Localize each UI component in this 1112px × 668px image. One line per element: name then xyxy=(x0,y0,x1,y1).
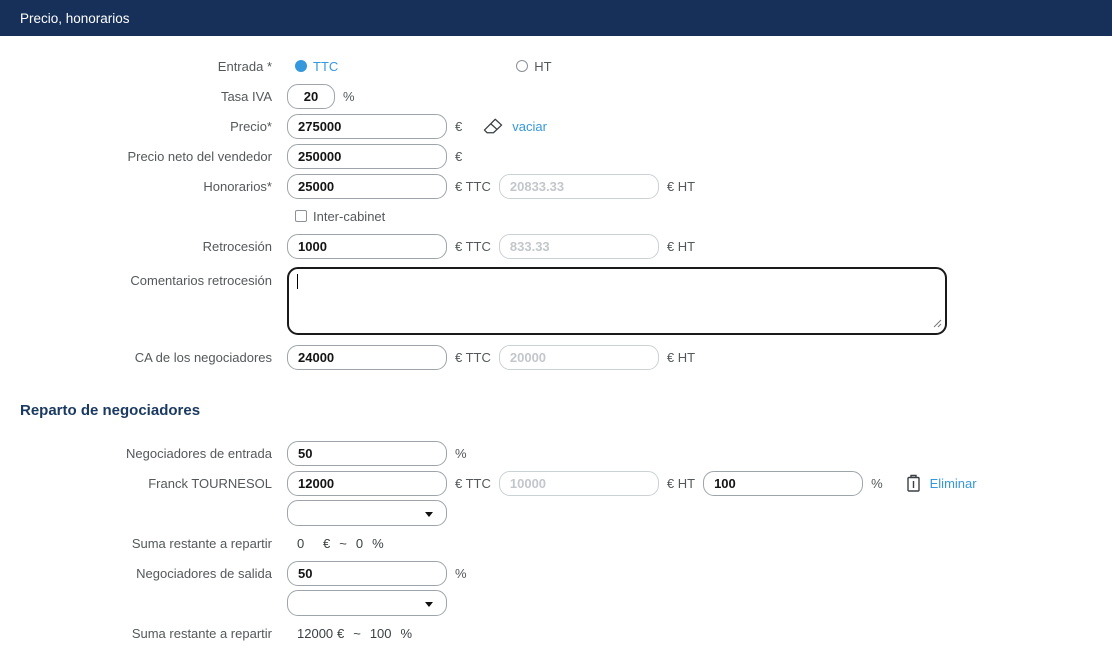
negociadores-salida-input[interactable] xyxy=(287,560,447,586)
suma-salida-values: 12000 € ~ 100 % xyxy=(297,626,412,641)
ht-radio[interactable] xyxy=(516,60,529,72)
inter-cabinet-row: Inter-cabinet xyxy=(0,201,1112,231)
negociador-row: Franck TOURNESOL € TTC € HT % Eliminar xyxy=(0,468,1112,498)
suma-salida-amount: 12000 xyxy=(297,625,334,641)
reparto-section: Negociadores de entrada % Franck TOURNES… xyxy=(0,438,1112,648)
negociadores-entrada-label: Negociadores de entrada xyxy=(126,445,272,461)
ca-ttc-input[interactable] xyxy=(287,344,447,370)
tasa-iva-row: Tasa IVA % xyxy=(0,81,1112,111)
eraser-icon[interactable] xyxy=(482,117,504,135)
ttc-radio-label: TTC xyxy=(313,58,339,74)
chevron-down-icon xyxy=(425,512,433,517)
negociador-pct-input[interactable] xyxy=(703,470,864,496)
trash-icon[interactable] xyxy=(905,474,922,493)
resize-handle-icon[interactable] xyxy=(933,316,942,331)
comentarios-label: Comentarios retrocesión xyxy=(130,273,272,288)
eliminar-link[interactable]: Eliminar xyxy=(929,475,977,491)
price-fees-form: Entrada * TTC HT Tasa IVA % Precio* € xyxy=(0,51,1112,372)
entrada-row: Entrada * TTC HT xyxy=(0,51,1112,81)
negociador-entrada-select[interactable] xyxy=(287,500,447,526)
suma-entrada-row: Suma restante a repartir 0 € ~ 0 % xyxy=(0,528,1112,558)
retrocesion-ht-input xyxy=(498,233,659,259)
negociadores-entrada-row: Negociadores de entrada % xyxy=(0,438,1112,468)
honorarios-label: Honorarios* xyxy=(203,178,272,194)
precio-neto-label: Precio neto del vendedor xyxy=(127,148,272,164)
negociador-select-entrada-row xyxy=(0,498,1112,528)
ca-negociadores-label: CA de los negociadores xyxy=(134,349,272,365)
negociadores-salida-unit: % xyxy=(455,565,467,581)
negociador-select-salida-row xyxy=(0,588,1112,618)
ht-radio-option[interactable]: HT xyxy=(516,58,552,74)
honorarios-ttc-input[interactable] xyxy=(287,173,447,199)
ttc-radio-option[interactable]: TTC xyxy=(295,59,338,74)
negociadores-salida-row: Negociadores de salida % xyxy=(0,558,1112,588)
suma-entrada-pct: 0 xyxy=(355,535,364,551)
entrada-label: Entrada * xyxy=(217,58,272,74)
retrocesion-label: Retrocesión xyxy=(202,238,272,254)
ht-radio-label: HT xyxy=(534,58,552,74)
suma-entrada-approx: ~ xyxy=(339,535,347,551)
reparto-heading: Reparto de negociadores xyxy=(20,402,201,419)
honorarios-ht-input xyxy=(498,173,659,199)
inter-cabinet-checkbox[interactable] xyxy=(295,210,307,222)
vaciar-link[interactable]: vaciar xyxy=(512,118,547,134)
inter-cabinet-label: Inter-cabinet xyxy=(313,208,386,224)
chevron-down-icon xyxy=(425,602,433,607)
inter-cabinet-option[interactable]: Inter-cabinet xyxy=(295,209,385,224)
negociador-ht-input xyxy=(498,470,659,496)
ttc-radio[interactable] xyxy=(295,60,307,72)
negociador-ht-unit: € HT xyxy=(666,475,696,491)
negociador-name-label: Franck TOURNESOL xyxy=(148,475,272,491)
honorarios-row: Honorarios* € TTC € HT xyxy=(0,171,1112,201)
suma-entrada-values: 0 € ~ 0 % xyxy=(297,536,384,551)
precio-label: Precio* xyxy=(230,118,272,134)
suma-entrada-pct-unit: % xyxy=(372,535,384,551)
comentarios-row: Comentarios retrocesión xyxy=(0,267,1112,338)
precio-neto-row: Precio neto del vendedor € xyxy=(0,141,1112,171)
suma-salida-row: Suma restante a repartir 12000 € ~ 100 % xyxy=(0,618,1112,648)
ca-ht-input xyxy=(498,344,659,370)
ca-ttc-unit: € TTC xyxy=(455,349,491,365)
precio-input[interactable] xyxy=(287,113,447,139)
suma-salida-approx: ~ xyxy=(353,625,361,641)
suma-entrada-amount: 0 xyxy=(297,535,305,551)
precio-neto-input[interactable] xyxy=(287,143,447,169)
suma-entrada-label: Suma restante a repartir xyxy=(131,535,272,551)
negociadores-entrada-unit: % xyxy=(455,445,467,461)
tasa-iva-input[interactable] xyxy=(287,83,335,109)
negociador-pct-unit: % xyxy=(871,475,883,491)
comentarios-textarea[interactable] xyxy=(287,267,947,335)
negociador-salida-select[interactable] xyxy=(287,590,447,616)
section-header-bar: Precio, honorarios xyxy=(0,0,1112,36)
negociadores-entrada-input[interactable] xyxy=(287,440,447,466)
tasa-iva-label: Tasa IVA xyxy=(220,88,272,104)
suma-salida-label: Suma restante a repartir xyxy=(131,625,272,641)
suma-salida-amount-unit: € xyxy=(337,625,345,641)
negociadores-salida-label: Negociadores de salida xyxy=(136,565,272,581)
section-title: Precio, honorarios xyxy=(20,10,130,26)
precio-neto-unit: € xyxy=(455,148,463,164)
negociador-ttc-input[interactable] xyxy=(287,470,447,496)
precio-unit: € xyxy=(455,118,463,134)
text-cursor xyxy=(297,274,298,289)
retrocesion-row: Retrocesión € TTC € HT xyxy=(0,231,1112,261)
honorarios-ht-unit: € HT xyxy=(666,178,696,194)
retrocesion-ttc-unit: € TTC xyxy=(455,238,491,254)
negociador-ttc-unit: € TTC xyxy=(455,475,491,491)
suma-salida-pct-unit: % xyxy=(400,625,413,641)
precio-row: Precio* € vaciar xyxy=(0,111,1112,141)
honorarios-ttc-unit: € TTC xyxy=(455,178,491,194)
retrocesion-ht-unit: € HT xyxy=(666,238,696,254)
suma-entrada-amount-unit: € xyxy=(323,535,331,551)
retrocesion-ttc-input[interactable] xyxy=(287,233,447,259)
tasa-iva-unit: % xyxy=(343,88,355,104)
suma-salida-pct: 100 xyxy=(369,625,392,641)
ca-ht-unit: € HT xyxy=(666,349,696,365)
ca-negociadores-row: CA de los negociadores € TTC € HT xyxy=(0,342,1112,372)
